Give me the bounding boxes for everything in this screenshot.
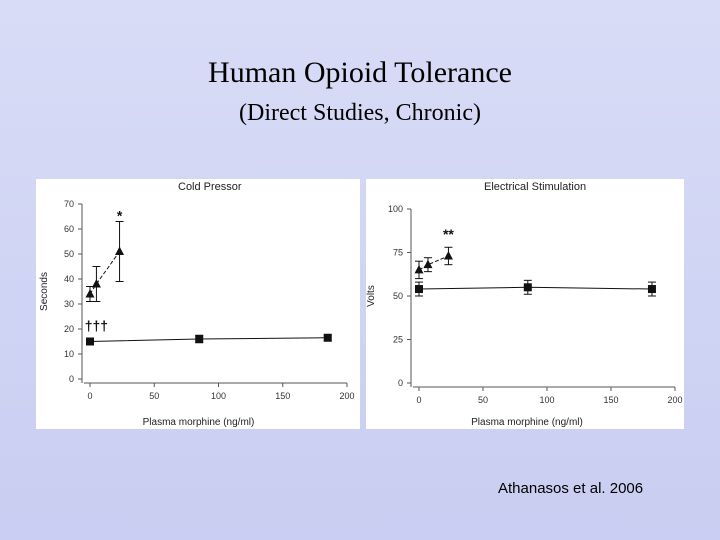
y-tick-label: 0 — [69, 374, 74, 384]
square-marker — [323, 333, 332, 342]
significance-annotation: ††† — [85, 318, 108, 334]
significance-annotation: ** — [443, 226, 454, 242]
electrical-stimulation-chart-panel: Electrical Stimulation 0 50 100 150 200 0 25 50 7… — [366, 179, 684, 429]
series-line — [89, 337, 328, 342]
cold-pressor-chart-panel: Cold Pressor 0 50 100 150 200 0 10 20 30 40 50 60 70 P… — [36, 179, 360, 429]
y-tick-label: 75 — [393, 248, 403, 258]
significance-annotation: * — [117, 208, 123, 224]
y-axis-label: Volts — [366, 285, 377, 307]
citation: Athanasos et al. 2006 — [498, 480, 644, 497]
x-tick-label: 50 — [478, 395, 488, 405]
square-marker — [195, 335, 204, 343]
square-marker — [86, 337, 94, 346]
square-marker — [415, 285, 423, 294]
x-tick-label: 0 — [416, 395, 421, 405]
y-tick-label: 50 — [393, 291, 403, 301]
y-tick-label: 50 — [64, 249, 74, 259]
y-tick-label: 100 — [388, 204, 403, 214]
cold-pressor-chart: Cold Pressor 0 50 100 150 200 0 10 20 30 40 50 60 70 P… — [39, 181, 355, 428]
y-tick-label: 70 — [64, 199, 74, 209]
triangle-marker — [443, 250, 453, 260]
square-marker — [647, 285, 656, 294]
x-tick-label: 0 — [87, 391, 92, 401]
chart-title: Electrical Stimulation — [484, 181, 586, 193]
triangle-marker — [91, 279, 101, 288]
electrical-stimulation-chart: Electrical Stimulation 0 50 100 150 200 0 25 50 7… — [366, 181, 683, 428]
x-tick-label: 150 — [603, 395, 618, 405]
y-tick-label: 40 — [64, 274, 74, 284]
slide-title: Human Opioid Tolerance — [208, 56, 512, 89]
series-line — [418, 255, 449, 271]
x-axis-label: Plasma morphine (ng/ml) — [471, 417, 583, 428]
x-axis-label: Plasma morphine (ng/ml) — [143, 417, 255, 428]
x-tick-label: 100 — [539, 395, 554, 405]
slide-subtitle: (Direct Studies, Chronic) — [239, 100, 481, 126]
chart-title: Cold Pressor — [178, 181, 242, 193]
x-tick-label: 150 — [275, 391, 290, 401]
y-tick-label: 20 — [64, 324, 74, 334]
x-tick-label: 50 — [149, 391, 159, 401]
x-tick-label: 100 — [211, 391, 226, 401]
triangle-marker — [115, 246, 125, 255]
y-tick-label: 25 — [393, 335, 403, 345]
triangle-marker — [85, 289, 95, 298]
y-axis-label: Seconds — [39, 272, 50, 311]
y-tick-label: 30 — [64, 299, 74, 309]
square-marker — [523, 283, 532, 292]
y-tick-label: 60 — [64, 224, 74, 234]
x-tick-label: 200 — [667, 395, 682, 405]
series-line — [418, 286, 652, 290]
y-tick-label: 10 — [64, 349, 74, 359]
series-line — [89, 251, 120, 295]
triangle-marker — [423, 259, 433, 269]
y-tick-label: 0 — [398, 378, 403, 388]
x-tick-label: 200 — [339, 391, 354, 401]
triangle-marker — [414, 264, 424, 274]
